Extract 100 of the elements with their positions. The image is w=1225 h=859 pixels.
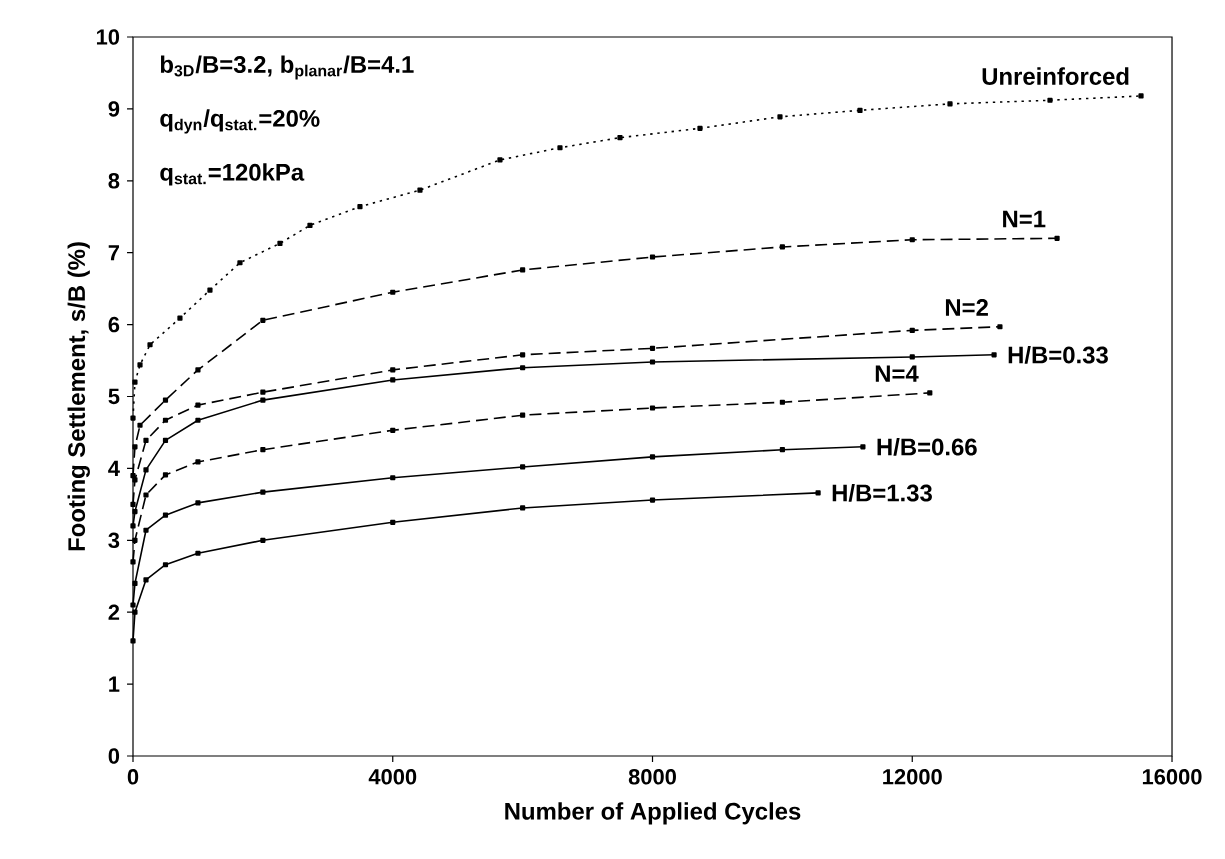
point [649,345,656,351]
x-tick-label: 4000 [368,769,417,785]
x-tick-label: 0 [127,769,139,785]
point [815,490,821,496]
point [132,580,138,587]
annotation: q$_{stat.}$=120kPa [160,163,305,186]
series-label: N=1 [1003,210,1046,228]
y-tick-label: 4 [108,460,120,476]
point [520,464,526,470]
point [137,422,143,428]
point [130,559,136,565]
y-axis-title: Footing Settlement, s/B (%) [67,242,90,551]
point [162,472,169,478]
series-label: H/B=0.66 [877,437,977,456]
point [649,359,656,365]
point [997,324,1003,330]
point [390,289,396,295]
point [390,519,396,525]
point [162,512,169,518]
series-label: Unreinforced [982,67,1129,85]
point [260,447,266,453]
y-tick-label: 8 [108,173,120,189]
y-tick-label: 10 [96,29,120,45]
point [132,508,138,515]
point [162,562,169,568]
point [195,550,201,556]
point [617,135,623,141]
point [779,244,785,250]
point [195,500,201,506]
y-tick-label: 2 [108,604,120,620]
series-label: N=2 [945,299,988,316]
point [1054,235,1060,241]
point [260,389,266,395]
point [130,473,136,479]
point [130,602,136,608]
y-tick-label: 9 [108,101,120,117]
point [143,467,149,473]
point [130,415,136,421]
point [260,317,266,323]
point [779,447,785,453]
point [260,397,266,403]
point [390,377,396,383]
point [520,505,526,511]
point [130,638,136,644]
point [307,222,313,228]
x-tick-label: 12000 [883,769,942,785]
point [390,427,396,433]
y-tick-label: 5 [108,388,120,405]
point [132,379,138,385]
point [143,527,149,533]
point [130,501,136,507]
point [195,402,201,408]
y-tick-label: 0 [108,748,120,764]
point [147,342,153,348]
point [390,367,396,373]
point [162,397,169,403]
series-label: H/B=0.33 [1008,345,1108,364]
point [143,577,149,583]
point [520,412,526,418]
point [390,475,396,481]
point [162,417,169,423]
point [649,405,656,411]
point [649,454,656,460]
point [1138,93,1144,99]
point [132,537,138,543]
point [991,352,997,358]
point [237,260,243,266]
point [132,477,138,483]
point [909,354,915,360]
point [909,327,915,333]
point [860,444,866,450]
point [520,365,526,371]
point [857,107,863,113]
point [520,267,526,273]
point [195,459,201,465]
point [130,523,136,529]
point [195,417,201,423]
point [260,537,266,543]
y-tick-label: 1 [109,676,120,692]
point [520,352,526,358]
point [277,240,283,246]
point [649,497,656,503]
series-label: N=4 [875,365,919,382]
point [779,399,785,405]
point [557,145,563,151]
point [697,125,703,131]
point [947,101,953,107]
y-tick-label: 6 [108,316,120,333]
point [132,609,138,615]
point [177,315,183,321]
point [417,187,423,193]
point [909,237,915,243]
y-tick-label: 3 [108,532,120,549]
point [927,390,933,396]
point [132,444,138,450]
point [777,114,783,120]
point [497,157,503,163]
point [195,367,201,373]
y-tick-label: 7 [108,245,120,261]
point [649,254,656,260]
